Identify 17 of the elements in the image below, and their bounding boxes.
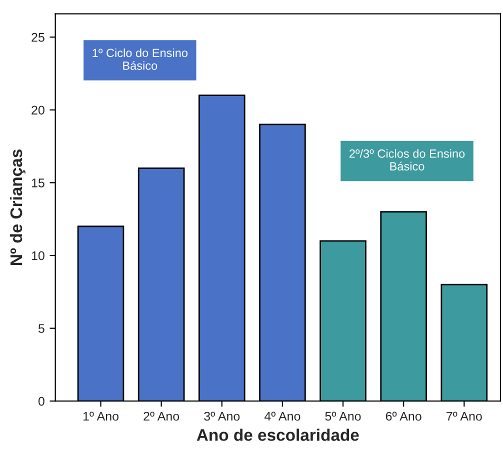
y-tick-label: 15: [32, 178, 44, 188]
x-tick-label: 5º Ano: [325, 412, 361, 421]
y-tick-label: 10: [32, 251, 44, 260]
x-tick-label: 1º Ano: [83, 412, 118, 421]
annotation: 1º Ciclo do Ensino Básico: [92, 48, 188, 70]
annotation: 2º/3º Ciclos do Ensino Básico: [349, 149, 465, 171]
x-tick-label: 3º Ano: [204, 412, 240, 421]
x-tick-label: 2º Ano: [144, 412, 180, 421]
x-tick-label: 6º Ano: [386, 412, 422, 421]
y-tick-label: 5: [38, 324, 44, 333]
y-tick-label: 0: [38, 396, 44, 406]
y-tick-label: 20: [32, 106, 44, 115]
y-axis-title: Nº de Crianças: [10, 150, 26, 265]
x-axis-title: Ano de escolaridade: [196, 428, 359, 441]
x-tick-label: 7º Ano: [446, 412, 482, 421]
x-tick-label: 4º Ano: [264, 412, 300, 421]
y-tick-label: 25: [32, 32, 44, 42]
